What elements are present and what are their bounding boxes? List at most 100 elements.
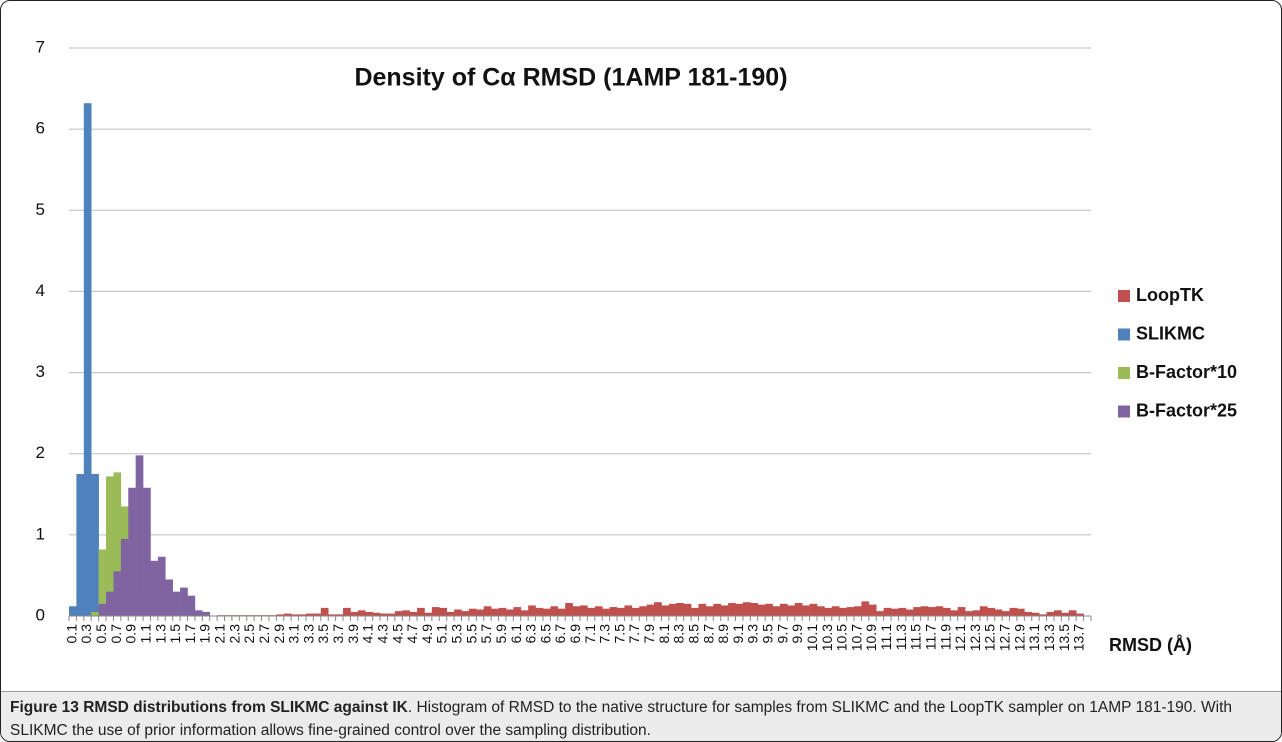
x-tick-label: 6.3	[523, 624, 539, 644]
x-tick-label: 8.3	[671, 624, 687, 644]
x-tick-label: 6.9	[567, 624, 583, 644]
x-tick-label: 5.7	[478, 624, 494, 644]
bar	[698, 603, 707, 616]
bar	[735, 603, 744, 616]
bar	[276, 614, 285, 616]
x-tick-label: 13.1	[1026, 624, 1042, 651]
bar	[1024, 611, 1033, 616]
bar	[98, 603, 107, 616]
x-tick-label: 11.1	[878, 624, 894, 650]
bar	[357, 610, 366, 616]
bar	[602, 608, 610, 616]
bar	[839, 607, 847, 616]
bar	[972, 610, 981, 616]
bar	[106, 591, 114, 616]
x-tick-label: 7.9	[641, 624, 657, 644]
bar	[305, 613, 314, 616]
bar	[387, 613, 396, 616]
bar	[431, 607, 440, 616]
bar	[957, 607, 966, 616]
caption-text: . Histogram of RMSD to the native struct…	[10, 699, 1233, 739]
chart-title: Density of Cα RMSD (1AMP 181-190)	[354, 64, 787, 92]
bar	[120, 538, 129, 616]
x-tick-label: 9.5	[760, 624, 776, 644]
bar	[720, 605, 729, 616]
bar	[654, 602, 662, 616]
bar	[98, 549, 107, 616]
bar	[787, 605, 796, 616]
bar	[180, 587, 188, 616]
y-tick-label: 5	[36, 200, 45, 219]
bar	[1039, 614, 1047, 616]
bar	[617, 607, 625, 616]
bar	[750, 603, 759, 616]
x-tick-label: 2.1	[212, 624, 228, 644]
bar	[528, 605, 536, 616]
bar	[920, 606, 929, 616]
bar	[565, 603, 573, 616]
bar	[172, 591, 181, 616]
x-tick-label: 4.9	[419, 624, 435, 644]
x-tick-label: 0.7	[108, 624, 124, 644]
bar	[335, 614, 344, 616]
x-tick-label: 0.9	[123, 624, 139, 644]
bar	[165, 579, 173, 616]
bar	[779, 603, 788, 616]
x-tick-label: 5.5	[463, 624, 479, 644]
bar	[113, 472, 122, 616]
bar	[1016, 608, 1025, 616]
bar	[365, 611, 373, 616]
bar	[942, 607, 951, 616]
x-tick-label: 10.7	[848, 624, 864, 651]
x-tick-label: 6.7	[552, 624, 568, 644]
x-tick-label: 13.3	[1041, 624, 1057, 651]
bar	[631, 607, 640, 616]
bar	[1009, 607, 1018, 616]
bar	[76, 474, 85, 616]
bar	[742, 602, 751, 616]
bar	[905, 609, 914, 616]
x-tick-label: 8.9	[715, 624, 731, 644]
bar	[639, 606, 647, 616]
x-tick-label: 12.3	[967, 624, 983, 651]
x-tick-label: 3.1	[286, 624, 302, 644]
x-tick-label: 8.7	[700, 624, 716, 644]
x-tick-label: 9.3	[745, 624, 761, 644]
bar	[505, 609, 514, 616]
y-tick-label: 1	[36, 524, 45, 543]
bar	[935, 606, 944, 616]
bar	[535, 607, 544, 616]
bar	[491, 608, 499, 616]
bar	[609, 607, 618, 616]
bar	[1046, 611, 1055, 616]
x-tick-label: 8.1	[656, 624, 672, 644]
bar	[757, 604, 766, 616]
bar	[454, 609, 462, 616]
legend-swatch	[1118, 328, 1130, 341]
bar	[624, 605, 633, 616]
bar	[861, 601, 870, 616]
bar	[1076, 613, 1084, 616]
bar	[446, 611, 455, 616]
bar	[157, 556, 166, 616]
x-tick-label: 5.9	[493, 624, 509, 644]
y-tick-label: 4	[36, 281, 45, 300]
bar	[594, 606, 603, 616]
bar	[979, 606, 988, 616]
bar	[91, 611, 99, 616]
legend-label: B-Factor*25	[1136, 400, 1237, 420]
legend-swatch	[1118, 290, 1130, 302]
x-tick-label: 1.1	[137, 624, 153, 644]
x-tick-label: 0.1	[63, 624, 79, 644]
bar	[950, 610, 958, 616]
x-tick-label: 11.7	[922, 624, 938, 650]
x-tick-label: 2.9	[271, 624, 287, 644]
bar	[794, 603, 803, 616]
x-tick-label: 3.9	[345, 624, 361, 644]
x-tick-label: 4.3	[374, 624, 390, 644]
bar	[646, 604, 655, 616]
x-tick-label: 6.1	[508, 624, 524, 644]
x-tick-label: 8.5	[685, 624, 701, 644]
x-tick-label: 5.3	[449, 624, 465, 644]
x-tick-label: 7.1	[582, 624, 598, 644]
